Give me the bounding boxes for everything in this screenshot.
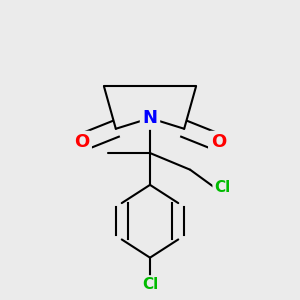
Text: N: N xyxy=(142,109,158,127)
Text: O: O xyxy=(211,134,226,152)
Text: O: O xyxy=(74,134,89,152)
Text: Cl: Cl xyxy=(142,278,158,292)
Text: Cl: Cl xyxy=(215,179,231,194)
